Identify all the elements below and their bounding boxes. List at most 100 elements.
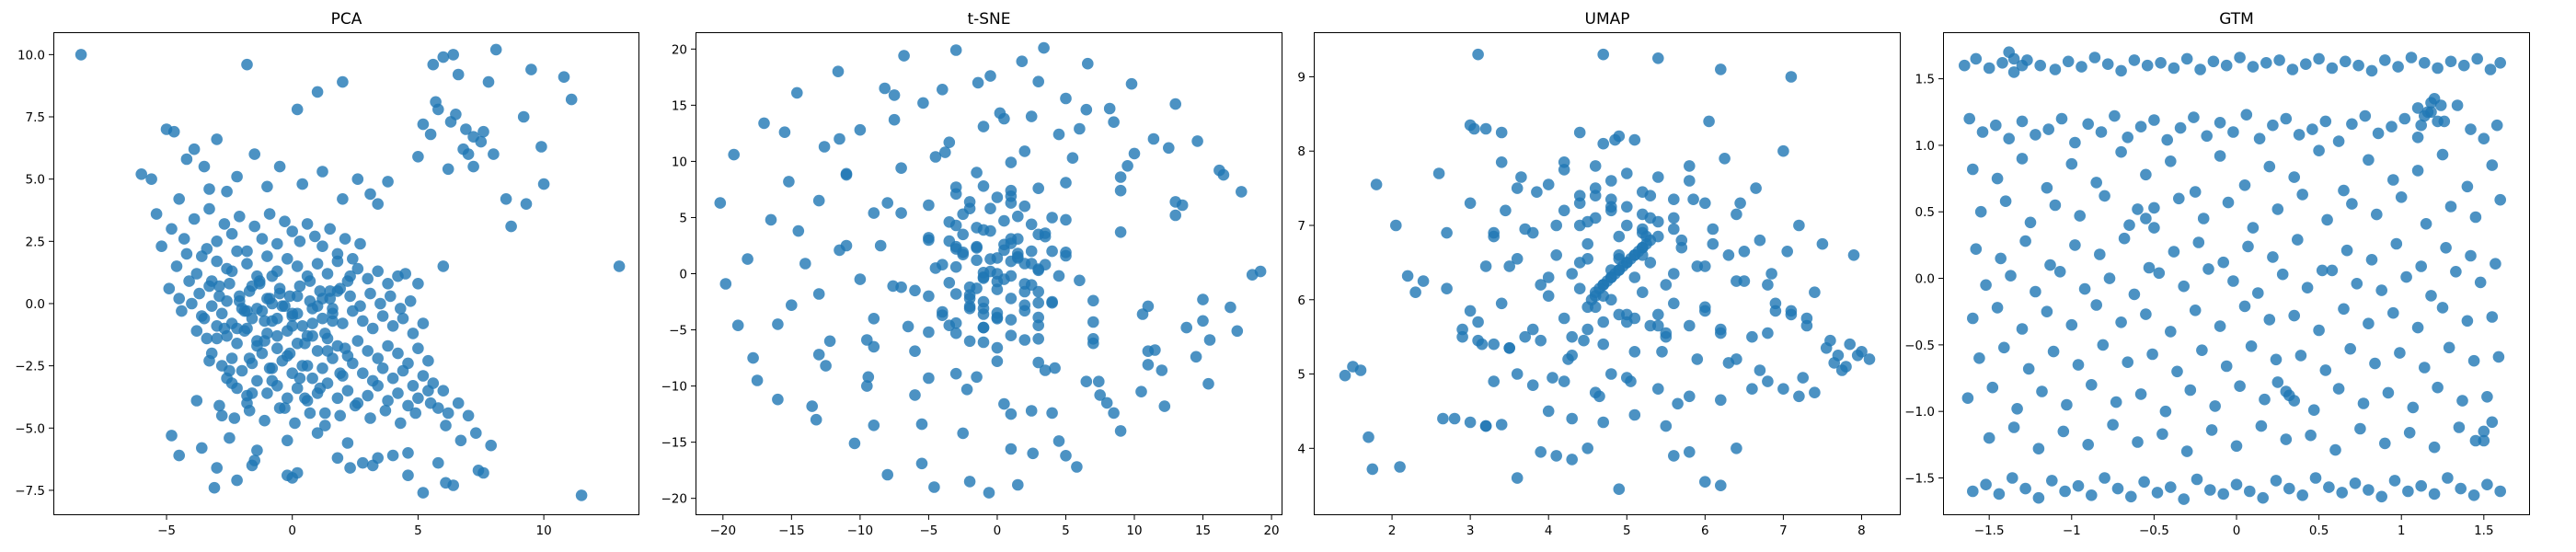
data-point xyxy=(2178,493,2190,505)
data-point xyxy=(1573,282,1586,295)
data-point xyxy=(1052,128,1065,141)
data-point xyxy=(1542,405,1555,418)
data-point xyxy=(2276,268,2289,281)
data-point xyxy=(1094,389,1106,401)
data-point xyxy=(949,44,962,56)
data-point xyxy=(1093,375,1105,388)
data-point xyxy=(1080,375,1093,388)
data-point xyxy=(2326,264,2339,277)
data-point xyxy=(505,220,517,233)
data-point xyxy=(823,335,836,348)
data-point xyxy=(1668,268,1680,280)
data-point xyxy=(2494,57,2506,69)
data-point xyxy=(2189,305,2202,316)
data-point xyxy=(1613,483,1626,495)
data-point xyxy=(293,372,306,385)
data-point xyxy=(167,125,180,138)
data-point xyxy=(2386,121,2398,132)
data-point xyxy=(2301,282,2314,294)
data-point xyxy=(186,297,198,310)
data-point xyxy=(2300,58,2312,70)
data-point xyxy=(1597,48,1609,61)
data-point xyxy=(2247,222,2260,234)
data-point xyxy=(1660,279,1673,291)
data-point xyxy=(1441,282,1453,295)
data-point xyxy=(2326,62,2339,75)
data-point xyxy=(382,176,394,188)
x-tick-label: 4 xyxy=(1545,523,1553,538)
x-tick-label: 15 xyxy=(1195,523,1211,538)
data-point xyxy=(2115,145,2127,158)
data-point xyxy=(2046,475,2058,487)
data-point xyxy=(2263,160,2276,173)
data-point xyxy=(221,185,233,198)
data-point xyxy=(963,335,976,348)
data-point xyxy=(1163,142,1175,155)
data-point xyxy=(362,389,374,402)
x-tick-label: −15 xyxy=(778,523,805,538)
data-point xyxy=(758,117,770,130)
data-point xyxy=(728,148,740,161)
data-point xyxy=(1025,218,1038,231)
data-point xyxy=(2382,386,2395,399)
data-point xyxy=(1573,219,1586,232)
data-point xyxy=(1558,375,1570,387)
data-point xyxy=(215,409,228,422)
data-point xyxy=(1597,338,1609,351)
data-point xyxy=(293,235,306,247)
data-point xyxy=(2481,391,2493,403)
data-point xyxy=(412,342,424,355)
data-point xyxy=(1082,57,1094,70)
data-point xyxy=(1190,351,1202,363)
data-point xyxy=(1793,219,1805,232)
data-point xyxy=(334,409,347,422)
data-point xyxy=(372,380,385,392)
data-point xyxy=(1409,286,1421,299)
data-point xyxy=(2245,340,2258,352)
data-point xyxy=(772,393,784,406)
data-point xyxy=(225,352,238,364)
data-point xyxy=(399,268,412,280)
data-point xyxy=(1558,164,1570,176)
data-point xyxy=(1597,279,1609,291)
y-tick-label: 0.5 xyxy=(1915,205,1935,220)
data-point xyxy=(271,312,283,325)
data-point xyxy=(1060,177,1072,189)
data-point xyxy=(372,198,385,210)
data-point xyxy=(311,86,324,98)
data-point xyxy=(565,93,578,106)
data-point xyxy=(190,325,203,338)
data-point xyxy=(1437,412,1449,425)
x-tick-label: 0.5 xyxy=(2309,523,2329,538)
data-point xyxy=(1976,126,1989,138)
data-point xyxy=(2357,397,2370,409)
data-point xyxy=(2132,203,2144,215)
data-point xyxy=(2252,287,2264,299)
data-point xyxy=(2494,485,2506,498)
data-point xyxy=(2072,479,2085,492)
y-tick-label: −1.5 xyxy=(1904,472,1935,487)
data-point xyxy=(1715,479,1727,491)
data-point xyxy=(467,131,479,143)
data-point xyxy=(1203,334,1216,346)
data-point xyxy=(2432,381,2444,394)
data-point xyxy=(374,297,386,310)
data-point xyxy=(2059,485,2071,498)
data-point xyxy=(344,270,356,282)
data-point xyxy=(1005,443,1018,455)
data-points xyxy=(714,41,1267,499)
data-point xyxy=(291,290,304,303)
data-point xyxy=(291,382,304,395)
data-point xyxy=(238,325,251,338)
data-point xyxy=(2090,299,2102,311)
data-point xyxy=(2461,180,2474,193)
data-point xyxy=(135,168,147,180)
data-point xyxy=(1005,314,1018,326)
data-point xyxy=(1566,454,1578,466)
x-tick-label: 0 xyxy=(2233,523,2241,538)
data-point xyxy=(2069,136,2081,149)
y-tick-label: −2.5 xyxy=(15,360,45,374)
data-point xyxy=(1967,312,1979,325)
data-point xyxy=(1025,405,1038,417)
data-point xyxy=(2090,177,2102,189)
